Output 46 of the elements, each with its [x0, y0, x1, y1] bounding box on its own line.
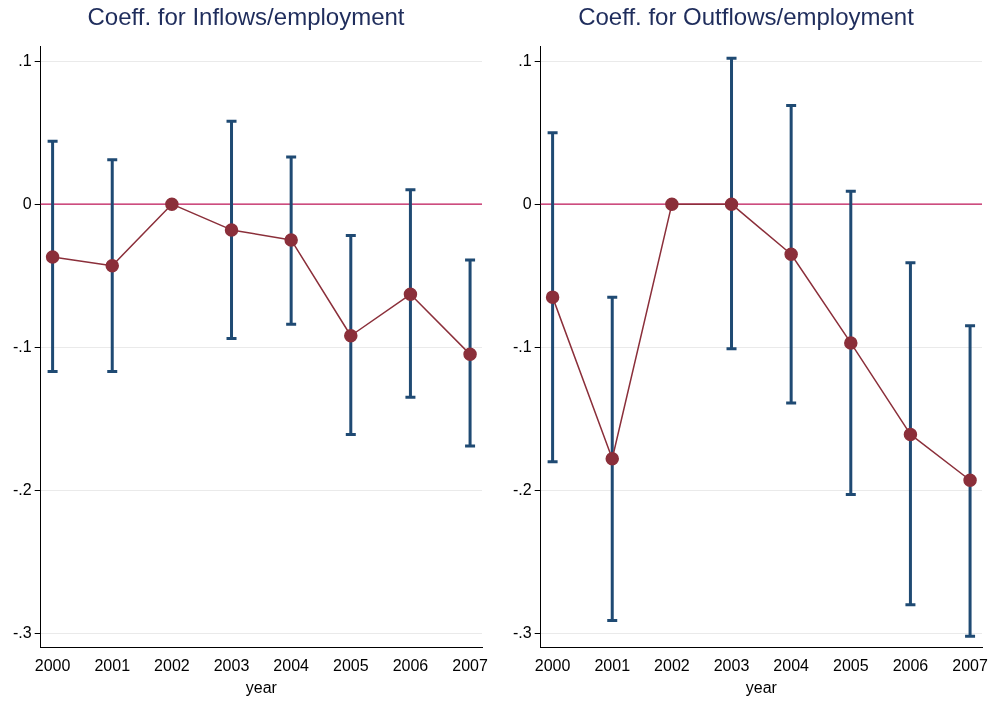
x-tick-label: 2001 — [94, 656, 131, 674]
point — [784, 247, 798, 261]
x-tick-label: 2006 — [392, 656, 429, 674]
y-tick-label: 0 — [22, 194, 32, 212]
x-tick-label: 2005 — [833, 656, 869, 674]
x-tick-label: 2007 — [952, 656, 988, 674]
x-tick-label: 2006 — [892, 656, 929, 674]
x-tick-label: 2001 — [594, 656, 631, 674]
y-tick-label: -.3 — [513, 623, 532, 641]
y-tick-label: -.2 — [513, 480, 532, 498]
point — [284, 233, 298, 247]
x-axis-title: year — [245, 678, 278, 696]
chart-title: Coeff. for Outflows/employment — [578, 3, 915, 31]
x-tick-label: 2003 — [213, 656, 250, 674]
y-tick-label: .1 — [518, 51, 532, 69]
y-tick-label: .1 — [18, 51, 32, 69]
x-tick-label: 2003 — [713, 656, 750, 674]
y-tick-label: -.3 — [13, 623, 32, 641]
point — [844, 336, 858, 350]
x-tick-label: 2007 — [452, 656, 488, 674]
point — [665, 197, 679, 211]
point — [224, 223, 239, 237]
x-tick-label: 2002 — [654, 656, 690, 674]
x-tick-label: 2004 — [273, 656, 310, 674]
point — [605, 452, 619, 466]
y-tick-label: -.1 — [513, 337, 532, 355]
x-tick-label: 2002 — [154, 656, 190, 674]
y-tick-label: -.2 — [13, 480, 32, 498]
point — [403, 287, 418, 302]
y-tick-label: -.1 — [13, 337, 32, 355]
point — [165, 197, 179, 211]
point — [344, 329, 358, 343]
x-tick-label: 2000 — [534, 656, 571, 674]
x-tick-label: 2004 — [773, 656, 810, 674]
x-tick-label: 2005 — [333, 656, 369, 674]
point — [545, 290, 560, 304]
point — [45, 250, 60, 264]
point — [963, 473, 977, 487]
point — [463, 347, 477, 362]
point — [105, 258, 119, 273]
y-tick-label: 0 — [522, 194, 532, 212]
x-axis-title: year — [745, 678, 778, 696]
point — [903, 427, 918, 442]
point — [724, 197, 739, 211]
x-tick-label: 2000 — [34, 656, 71, 674]
chart-title: Coeff. for Inflows/employment — [87, 3, 405, 31]
